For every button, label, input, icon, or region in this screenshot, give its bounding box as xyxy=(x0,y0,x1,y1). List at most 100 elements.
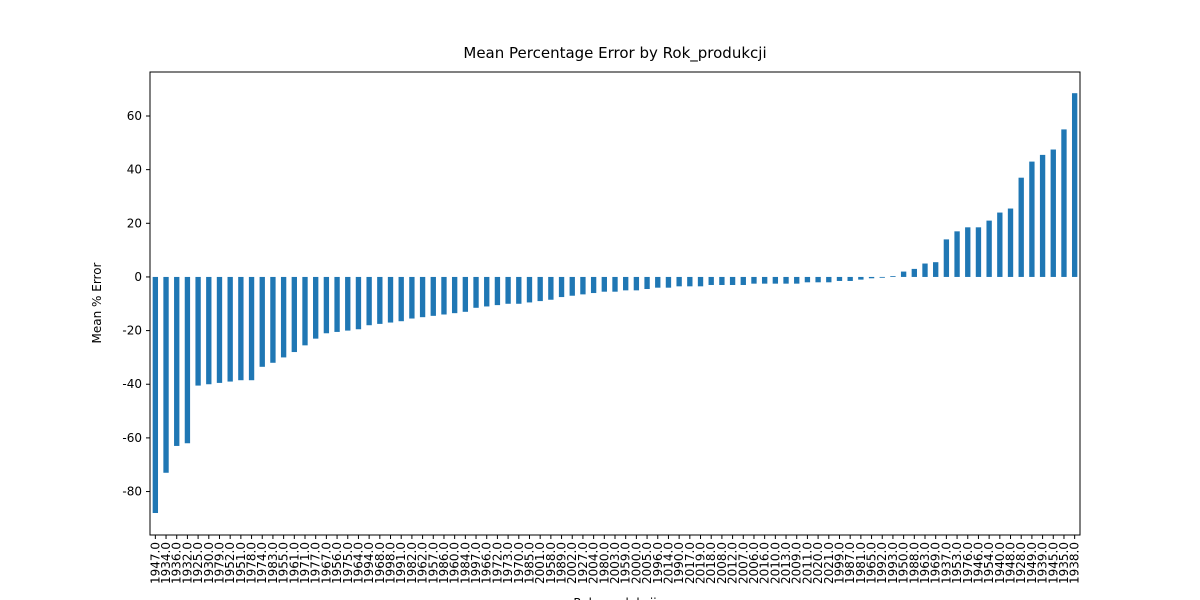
x-tick-label: 1966.0 xyxy=(480,542,494,584)
bar xyxy=(890,276,896,277)
x-tick-label: 1996.0 xyxy=(651,542,665,584)
bar xyxy=(398,276,404,322)
bar xyxy=(633,276,640,291)
bar xyxy=(206,276,212,385)
bar xyxy=(751,276,757,284)
bar xyxy=(313,276,319,339)
bar xyxy=(291,276,297,353)
bar xyxy=(879,276,885,278)
bar xyxy=(965,227,971,277)
bar xyxy=(526,276,533,303)
x-tick-label: 2012.0 xyxy=(726,542,740,584)
x-tick-label: 1958.0 xyxy=(544,542,558,584)
x-tick-label: 1979.0 xyxy=(212,542,226,584)
bar xyxy=(601,276,607,292)
bar xyxy=(826,276,832,283)
x-tick-label: 1981.0 xyxy=(854,542,868,584)
bar xyxy=(986,220,992,277)
x-tick-label: 1953.0 xyxy=(950,542,964,584)
bar xyxy=(537,276,543,302)
x-tick-label: 2004.0 xyxy=(587,542,601,584)
x-tick-label: 1986.0 xyxy=(437,542,451,584)
x-tick-label: 1960.0 xyxy=(448,542,462,584)
bar xyxy=(323,276,330,334)
x-tick-label: 1968.0 xyxy=(373,542,387,584)
x-tick-label: 1935.0 xyxy=(1057,542,1071,584)
x-tick-label: 2005.0 xyxy=(640,542,654,584)
bar xyxy=(441,276,447,315)
x-tick-label: 2008.0 xyxy=(715,542,729,584)
bar xyxy=(174,276,180,446)
y-tick-label: 20 xyxy=(127,216,142,230)
bar xyxy=(954,231,960,277)
x-tick-label: 1974.0 xyxy=(255,542,269,584)
bar xyxy=(558,276,565,298)
bar xyxy=(430,276,436,316)
x-tick-label: 1963.0 xyxy=(918,542,932,584)
bar xyxy=(163,276,169,473)
bar xyxy=(815,276,821,283)
bar xyxy=(152,276,159,514)
y-tick-label: 60 xyxy=(127,109,142,123)
x-tick-label: 2006.0 xyxy=(747,542,761,584)
bar xyxy=(911,268,917,277)
bar xyxy=(783,276,789,284)
bar xyxy=(248,276,255,381)
x-tick-label: 1959.0 xyxy=(619,542,633,584)
bar xyxy=(184,276,191,444)
x-tick-label: 1992.0 xyxy=(875,542,889,584)
bar xyxy=(1018,177,1024,277)
x-tick-label: 2020.0 xyxy=(811,542,825,584)
x-tick-label: 1954.0 xyxy=(982,542,996,584)
bar xyxy=(216,276,223,383)
x-tick-label: 1961.0 xyxy=(287,542,301,584)
x-tick-label: 1967.0 xyxy=(319,542,333,584)
x-tick-label: 1982.0 xyxy=(405,542,419,584)
bar xyxy=(419,276,426,318)
bar xyxy=(922,263,928,277)
bar xyxy=(505,276,511,304)
x-tick-label: 1932.0 xyxy=(180,542,194,584)
bar xyxy=(1061,129,1067,277)
bar xyxy=(195,276,201,386)
bar xyxy=(473,276,479,308)
bar xyxy=(772,276,779,284)
bar xyxy=(451,276,458,314)
bar xyxy=(794,276,800,284)
x-tick-label: 1971.0 xyxy=(298,542,312,584)
x-tick-label: 1952.0 xyxy=(223,542,237,584)
bar xyxy=(836,276,843,281)
x-tick-label: 1970.0 xyxy=(512,542,526,584)
bar xyxy=(900,271,907,277)
y-axis-label: Mean % Error xyxy=(90,262,104,343)
x-tick-label: 1948.0 xyxy=(1004,542,1018,584)
x-tick-label: 2018.0 xyxy=(704,542,718,584)
x-tick-label: 1972.0 xyxy=(490,542,504,584)
bar xyxy=(665,276,672,288)
x-tick-label: 1991.0 xyxy=(394,542,408,584)
bar xyxy=(858,276,864,280)
x-tick-label: 1939.0 xyxy=(1036,542,1050,584)
x-tick-label: 1930.0 xyxy=(202,542,216,584)
y-tick-label: 0 xyxy=(134,270,142,284)
bar xyxy=(280,276,287,358)
bar xyxy=(933,262,939,277)
x-tick-label: 1983.0 xyxy=(266,542,280,584)
x-axis-label: Rok_produkcji xyxy=(573,596,656,600)
x-tick-label: 1980.0 xyxy=(597,542,611,584)
x-tick-label: 2017.0 xyxy=(683,542,697,584)
x-tick-label: 1993.0 xyxy=(886,542,900,584)
x-tick-label: 1990.0 xyxy=(672,542,686,584)
x-tick-label: 1994.0 xyxy=(362,542,376,584)
x-tick-label: 1965.0 xyxy=(865,542,879,584)
x-tick-label: 1999.0 xyxy=(832,542,846,584)
bar xyxy=(1039,154,1046,277)
bar xyxy=(580,276,586,295)
x-tick-label: 1997.0 xyxy=(469,542,483,584)
bar xyxy=(697,276,704,287)
bar xyxy=(377,276,383,324)
x-tick-label: 1927.0 xyxy=(576,542,590,584)
x-tick-label: 1949.0 xyxy=(1025,542,1039,584)
y-tick-label: 40 xyxy=(127,163,142,177)
